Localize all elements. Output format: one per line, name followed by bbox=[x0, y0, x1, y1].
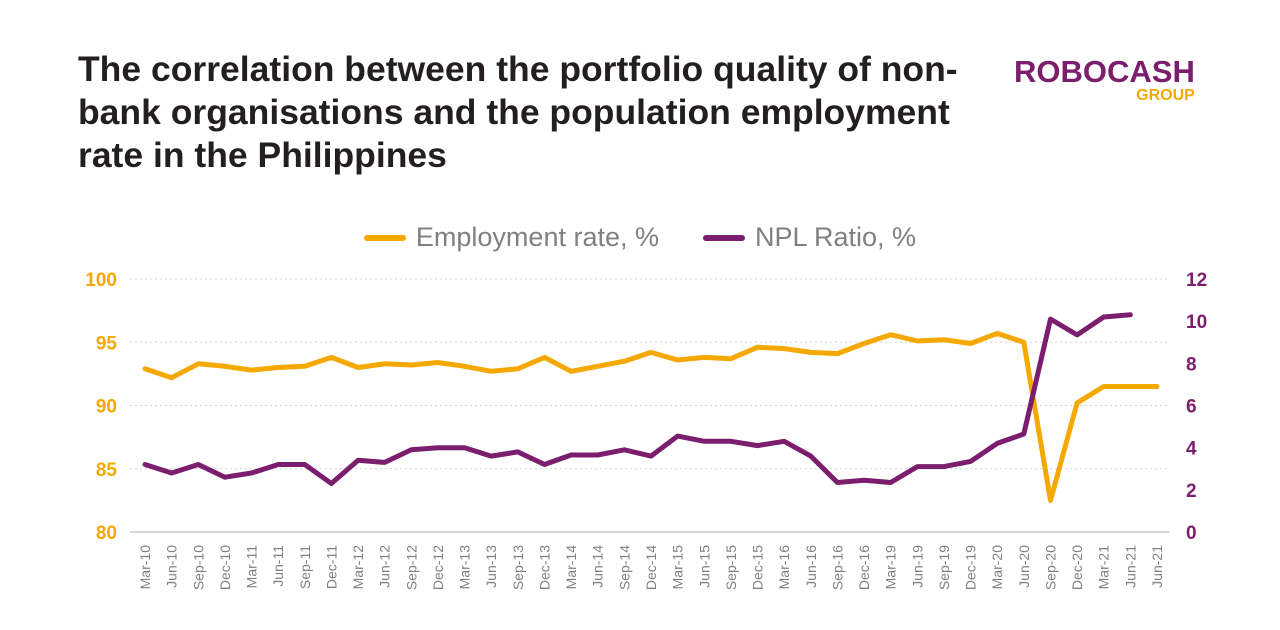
right-axis-tick-label: 8 bbox=[1186, 354, 1197, 375]
robocash-logo: ROBOCASH GROUP bbox=[1014, 54, 1195, 105]
x-axis-tick-label: Sep-15 bbox=[723, 545, 739, 590]
x-axis-tick-label: Jun-16 bbox=[803, 545, 819, 588]
x-axis-tick-label: Mar-12 bbox=[350, 545, 366, 590]
employment-rate-line bbox=[142, 330, 1160, 503]
x-axis-tick-label: Dec-19 bbox=[963, 545, 979, 590]
legend: Employment rate, % NPL Ratio, % bbox=[0, 222, 1280, 253]
x-axis-tick-label: Jun-13 bbox=[483, 545, 499, 588]
right-axis-tick-label: 6 bbox=[1186, 397, 1197, 418]
x-axis-tick-label: Mar-13 bbox=[457, 545, 473, 590]
legend-label-employment: Employment rate, % bbox=[415, 222, 659, 252]
x-axis-tick-label: Jun-21 bbox=[1149, 545, 1165, 588]
x-axis-tick-label: Dec-14 bbox=[643, 545, 659, 590]
left-axis-tick-label: 95 bbox=[96, 333, 118, 354]
logo-main: ROBOCASH bbox=[1014, 54, 1195, 89]
x-axis-tick-label: Jun-21 bbox=[1122, 545, 1138, 588]
x-axis-tick-label: Dec-12 bbox=[430, 545, 446, 590]
chart-title: The correlation between the portfolio qu… bbox=[78, 49, 958, 175]
npl-ratio-line bbox=[142, 312, 1133, 486]
x-axis-tick-label: Jun-12 bbox=[377, 545, 393, 588]
x-axis-tick-label: Sep-10 bbox=[190, 545, 206, 590]
left-axis-tick-label: 85 bbox=[96, 460, 118, 481]
x-axis-tick-label: Sep-14 bbox=[616, 545, 632, 590]
x-axis-tick-label: Dec-13 bbox=[536, 545, 552, 590]
legend-employment: Employment rate, % bbox=[363, 222, 659, 253]
left-axis-tick-label: 80 bbox=[96, 523, 117, 544]
legend-swatch-npl bbox=[703, 234, 745, 241]
x-axis-tick-label: Dec-16 bbox=[856, 545, 872, 590]
x-axis-tick-label: Mar-11 bbox=[244, 545, 260, 589]
x-axis-tick-label: Jun-14 bbox=[590, 545, 606, 588]
right-axis-tick-label: 4 bbox=[1186, 439, 1197, 460]
x-axis-tick-label: Sep-13 bbox=[510, 545, 526, 590]
x-axis-tick-label: Sep-16 bbox=[829, 545, 845, 590]
x-axis-tick-label: Sep-12 bbox=[403, 545, 419, 590]
x-axis-tick-label: Jun-15 bbox=[696, 545, 712, 588]
right-axis-tick-label: 12 bbox=[1186, 270, 1207, 291]
x-axis-tick-label: Jun-11 bbox=[270, 545, 286, 587]
x-axis-tick-label: Jun-10 bbox=[164, 545, 180, 588]
x-axis-tick-label: Dec-11 bbox=[323, 545, 339, 589]
right-axis-tick-label: 0 bbox=[1186, 523, 1197, 544]
left-axis-tick-label: 90 bbox=[96, 397, 117, 418]
x-axis-tick-label: Dec-15 bbox=[750, 545, 766, 590]
x-axis-tick-label: Dec-20 bbox=[1069, 545, 1085, 590]
left-axis-tick-label: 100 bbox=[85, 270, 117, 291]
x-axis-tick-label: Mar-15 bbox=[670, 545, 686, 590]
x-axis-tick-label: Dec-10 bbox=[217, 545, 233, 590]
x-axis-tick-label: Mar-16 bbox=[776, 545, 792, 590]
x-axis-tick-label: Mar-10 bbox=[137, 545, 153, 590]
x-axis-tick-label: Sep-11 bbox=[297, 545, 313, 589]
x-axis-tick-label: Mar-14 bbox=[563, 545, 579, 590]
right-axis-tick-label: 2 bbox=[1186, 481, 1197, 502]
x-axis-tick-label: Mar-21 bbox=[1096, 545, 1112, 590]
legend-label-npl: NPL Ratio, % bbox=[755, 222, 917, 252]
x-axis-tick-label: Mar-19 bbox=[883, 545, 899, 590]
x-axis-tick-label: Sep-20 bbox=[1042, 545, 1058, 590]
x-axis-tick-label: Jun-20 bbox=[1016, 545, 1032, 588]
x-axis-tick-label: Jun-19 bbox=[909, 545, 925, 588]
legend-swatch-employment bbox=[363, 234, 406, 241]
legend-npl: NPL Ratio, % bbox=[703, 222, 916, 253]
x-axis-tick-label: Sep-19 bbox=[936, 545, 952, 590]
x-axis-tick-label: Mar-20 bbox=[989, 545, 1005, 590]
logo-sub: GROUP bbox=[1136, 87, 1195, 104]
right-axis-tick-label: 10 bbox=[1186, 312, 1207, 333]
